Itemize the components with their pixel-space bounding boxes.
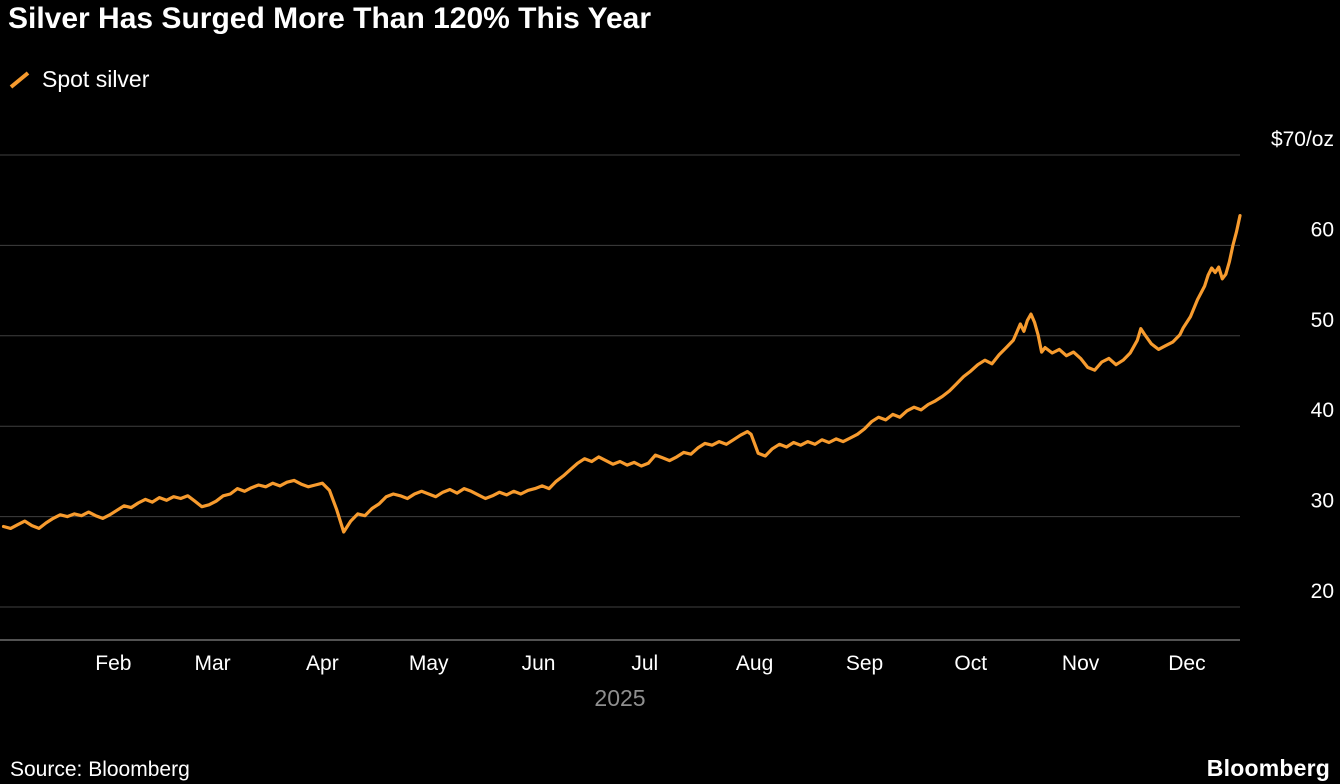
x-tick-label-apr: Apr (306, 652, 339, 675)
footer: Source: Bloomberg Bloomberg (10, 755, 1330, 782)
y-tick-label-20: 20 (1311, 580, 1334, 603)
bloomberg-logo: Bloomberg (1206, 755, 1330, 781)
y-tick-label-70: $70/oz (1271, 128, 1334, 151)
x-tick-label-dec: Dec (1168, 652, 1205, 675)
legend-label: Spot silver (42, 66, 150, 92)
x-tick-label-may: May (409, 652, 449, 675)
chart-title: Silver Has Surged More Than 120% This Ye… (8, 2, 652, 35)
spot-silver-chart: $70/oz 60 50 40 30 20 Feb Mar Apr May Jun Jul Aug Sep… (0, 105, 1340, 725)
x-axis-year-label: 2025 (594, 685, 645, 711)
x-tick-label-aug: Aug (736, 652, 773, 675)
legend: Spot silver (8, 66, 149, 93)
x-tick-label-nov: Nov (1062, 652, 1100, 675)
legend-line-swatch (9, 70, 30, 89)
x-tick-label-jun: Jun (522, 652, 556, 675)
x-tick-label-feb: Feb (95, 652, 131, 675)
x-tick-label-mar: Mar (195, 652, 231, 675)
x-tick-label-oct: Oct (954, 652, 987, 675)
y-tick-label-50: 50 (1311, 309, 1334, 332)
y-tick-label-40: 40 (1311, 399, 1334, 422)
spot-silver-line (1, 214, 1242, 534)
source-note: Source: Bloomberg (10, 758, 190, 781)
y-tick-label-60: 60 (1311, 218, 1334, 241)
chart-canvas: $70/oz 60 50 40 30 20 Feb Mar Apr May Jun Jul Aug Sep… (0, 128, 1334, 711)
x-tick-label-sep: Sep (846, 652, 883, 675)
x-tick-label-jul: Jul (631, 652, 658, 675)
y-tick-label-30: 30 (1311, 490, 1334, 513)
